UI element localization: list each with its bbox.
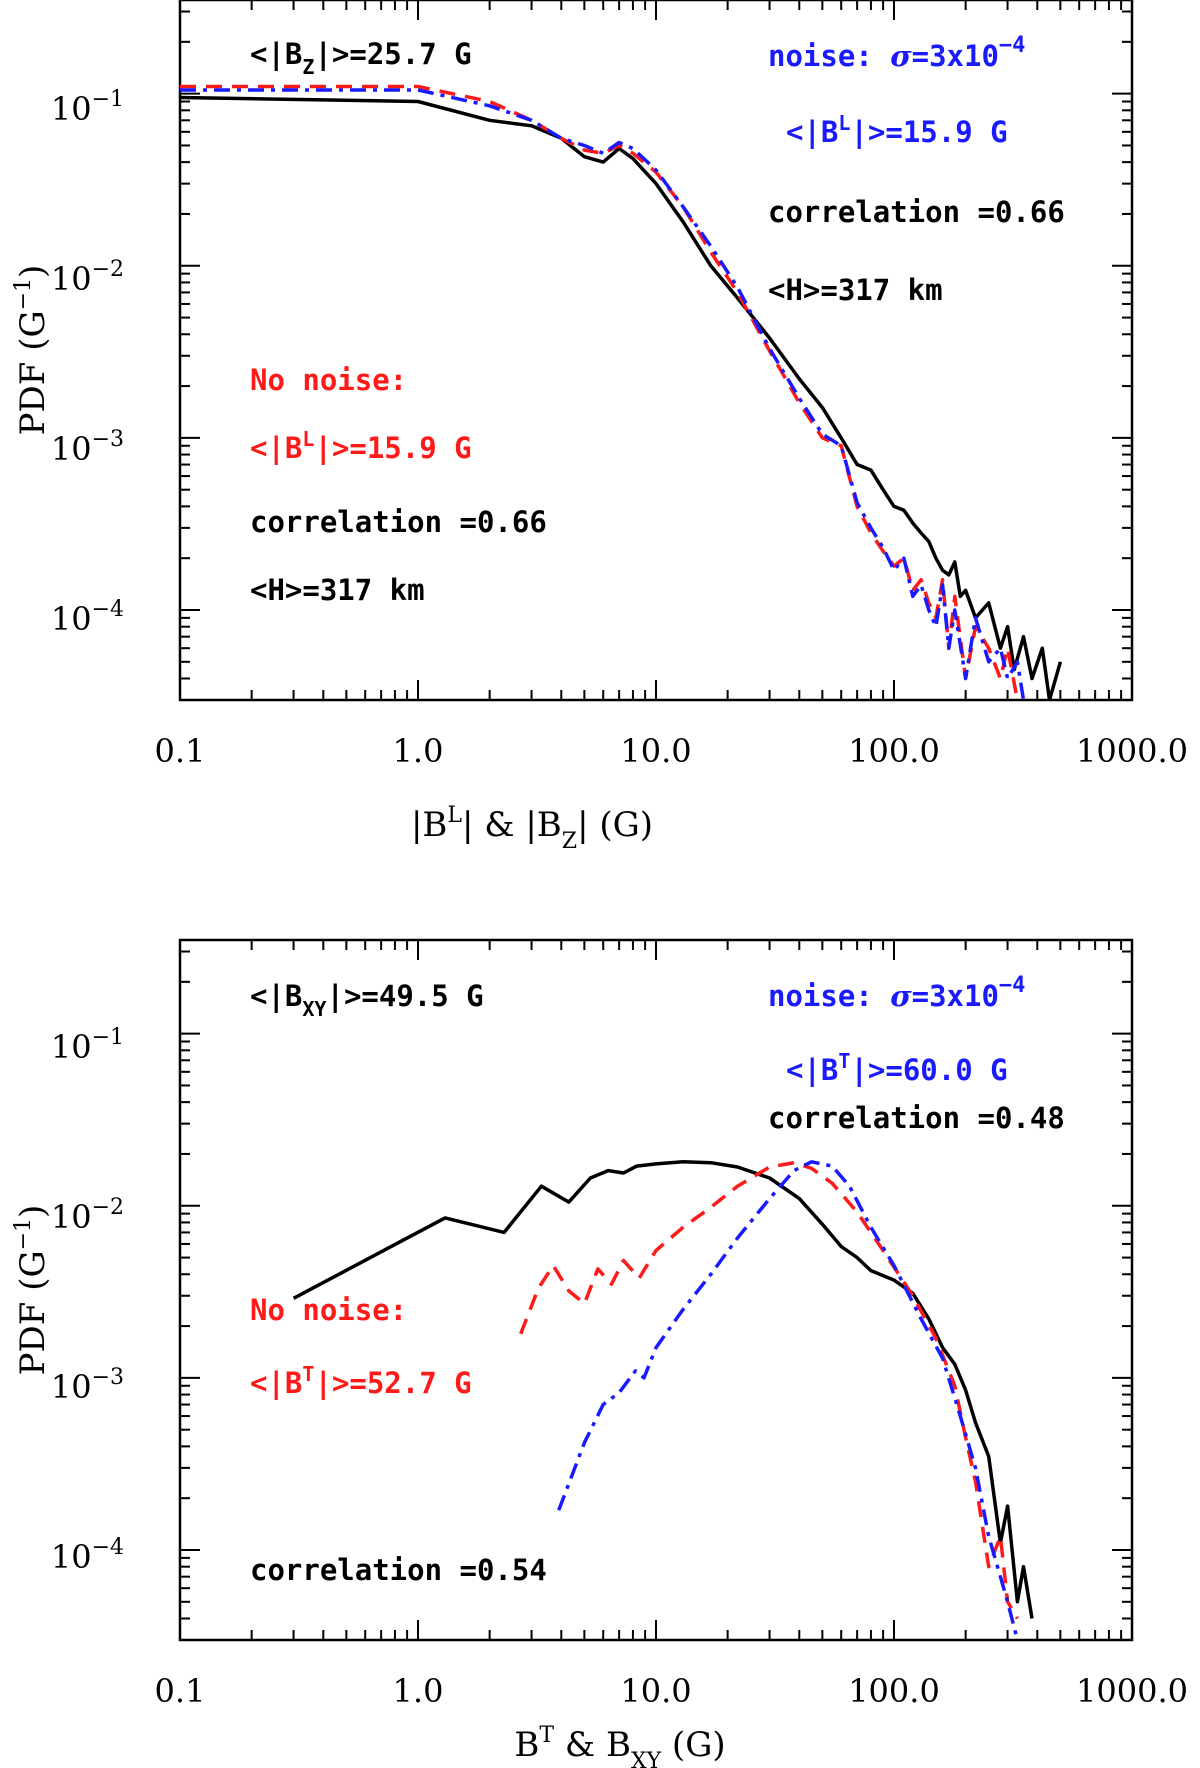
- series-line-b-xy-simulation: [292, 1160, 1034, 1619]
- axis-ticks-top: [179, 0, 1132, 701]
- annotation-noise-correlation: correlation =0.48: [768, 1101, 1065, 1135]
- y-tick-label: 10−1: [51, 87, 124, 128]
- x-tick-label: 100.0: [848, 732, 940, 770]
- annotation-nonoise-label: No noise:: [250, 1293, 407, 1327]
- y-tick-label: 10−2: [51, 257, 124, 298]
- x-tick-label: 1000.0: [1076, 1672, 1188, 1710]
- series-line-b-l-noise: [180, 88, 1026, 700]
- x-tick-label: 1.0: [393, 732, 444, 770]
- chart-top: 0.1 1.0 10.0 100.0 1000.0 10−1 10−2 10−3…: [11, 0, 1188, 854]
- annotation-noise-mean: <|BL|>=15.9 G: [786, 111, 1008, 149]
- y-tick-label: 10−3: [51, 427, 124, 468]
- annotation-nonoise-height: <H>=317 km: [250, 573, 425, 607]
- annotation-nonoise-correlation: correlation =0.66: [250, 505, 547, 539]
- x-tick-label: 100.0: [848, 1672, 940, 1710]
- axis-ticks-bottom: [179, 940, 1132, 1641]
- x-tick-label: 10.0: [620, 732, 691, 770]
- y-tick-label: 10−2: [51, 1195, 124, 1236]
- annotation-noise-correlation: correlation =0.66: [768, 195, 1065, 229]
- annotation-mean-bxy: <|BXY|>=49.5 G: [250, 979, 484, 1021]
- y-tick-label: 10−1: [51, 1025, 124, 1066]
- series-group-top: [180, 84, 1063, 700]
- y-tick-label: 10−4: [51, 597, 124, 638]
- x-tick-label: 1.0: [393, 1672, 444, 1710]
- annotation-nonoise-label: No noise:: [250, 363, 407, 397]
- series-line-b-z-simulation: [180, 95, 1063, 700]
- annotation-noise-mean: <|BT|>=60.0 G: [786, 1049, 1008, 1087]
- y-tick-label: 10−3: [51, 1365, 124, 1406]
- x-axis-title: |BL| & |BZ| (G): [411, 803, 653, 854]
- y-axis-title: PDF (G−1): [11, 1205, 53, 1376]
- x-tick-label: 0.1: [155, 1672, 206, 1710]
- annotation-nonoise-mean: <|BT|>=52.7 G: [250, 1362, 472, 1400]
- y-axis-title: PDF (G−1): [11, 265, 53, 436]
- x-axis-title: BT & BXY (G): [514, 1723, 725, 1768]
- annotation-nonoise-mean: <|BL|>=15.9 G: [250, 427, 472, 465]
- chart-bottom: 0.1 1.0 10.0 100.0 1000.0 10−1 10−2 10−3…: [11, 938, 1188, 1768]
- x-tick-label: 1000.0: [1076, 732, 1188, 770]
- series-line-b-t-noise: [557, 1160, 1020, 1640]
- series-line-b-t-no-noise: [519, 1160, 1019, 1620]
- series-line-b-l-no-noise: [180, 84, 1020, 700]
- annotation-noise-label: noise: σ=3x10−4: [768, 33, 1025, 73]
- annotation-noise-height: <H>=317 km: [768, 273, 943, 307]
- annotation-mean-bz: <|BZ|>=25.7 G: [250, 37, 472, 79]
- y-tick-label: 10−4: [51, 1535, 124, 1576]
- x-tick-label: 10.0: [620, 1672, 691, 1710]
- x-tick-label: 0.1: [155, 732, 206, 770]
- series-group-bottom: [292, 1160, 1034, 1640]
- annotation-nonoise-correlation: correlation =0.54: [250, 1553, 547, 1587]
- annotation-noise-label: noise: σ=3x10−4: [768, 973, 1025, 1013]
